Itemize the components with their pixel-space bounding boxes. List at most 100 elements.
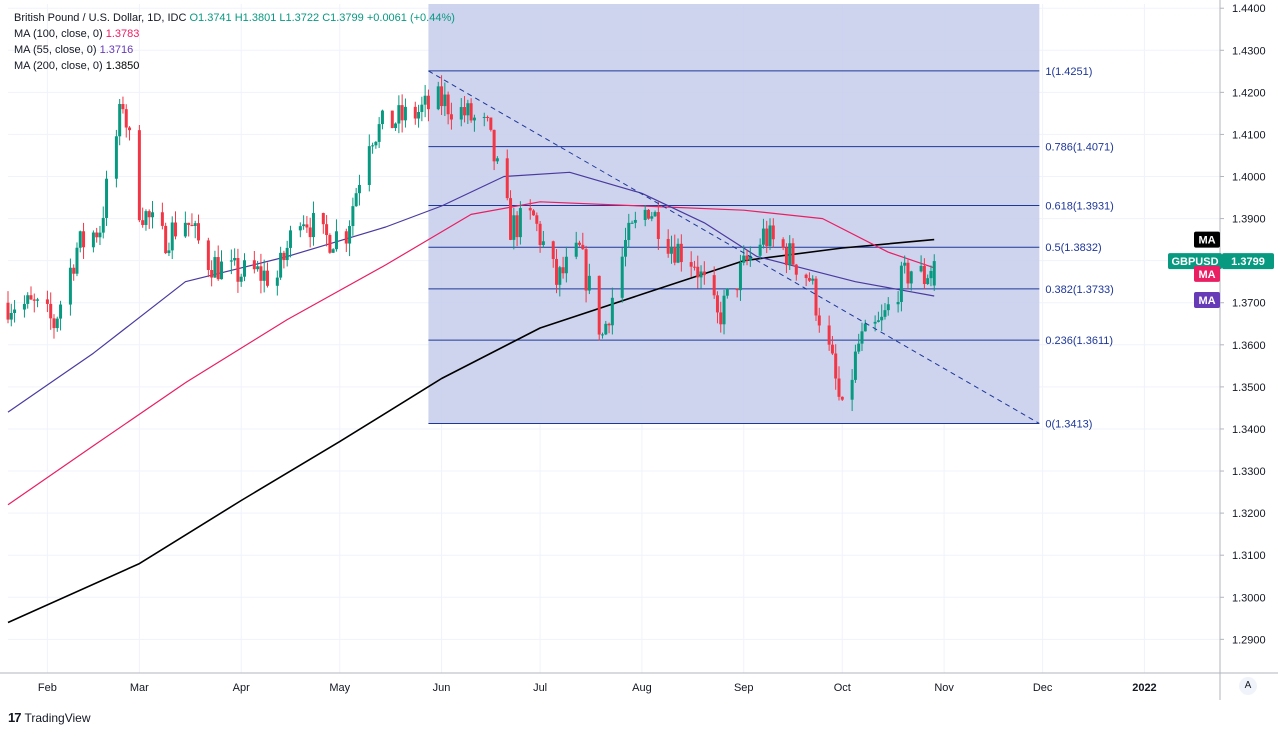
badge-bg-2	[1222, 253, 1274, 270]
candle-body	[183, 222, 187, 237]
candle-body	[555, 259, 559, 285]
y-tick-label-10: 1.3400	[1232, 424, 1266, 436]
candle-body	[804, 274, 808, 279]
badge-label-1: GBPUSD	[1171, 256, 1218, 268]
candle-body	[528, 208, 532, 211]
candle-body	[873, 321, 877, 324]
candle-body	[91, 232, 95, 248]
candle-body	[551, 241, 555, 260]
auto-scale-button[interactable]: A	[1239, 677, 1257, 695]
axes: 1.4400 1.4300 1.4200 1.4100 1.4000 1.3900 1.38…	[0, 0, 1278, 700]
fib-level-label-2: 0.618(1.3931)	[1045, 201, 1114, 213]
legend-ma200-row[interactable]: MA (200, close, 0) 1.3850	[14, 58, 455, 74]
candle-body	[837, 378, 841, 397]
candle-body	[29, 295, 33, 300]
candle-body	[601, 334, 605, 336]
candle-body	[325, 224, 329, 236]
candle-body	[653, 212, 657, 217]
y-tick-label-3: 1.4100	[1232, 129, 1266, 141]
candle-body	[351, 206, 355, 227]
candle-body	[423, 95, 427, 105]
candle-body	[288, 230, 292, 248]
legend-ma55-row[interactable]: MA (55, close, 0) 1.3716	[14, 42, 455, 58]
candle-body	[715, 295, 719, 313]
x-tick-label-6: Aug	[632, 682, 652, 694]
candle-body	[561, 267, 565, 274]
candle-body	[22, 303, 26, 310]
y-tick-label-9: 1.3500	[1232, 382, 1266, 394]
tradingview-logo-icon[interactable]: 17	[8, 710, 22, 725]
candle-body	[574, 242, 578, 257]
candle-body	[374, 141, 378, 146]
candle-body	[380, 110, 384, 125]
candle-body	[535, 215, 539, 224]
candle-body	[371, 145, 375, 147]
candle-body	[765, 228, 769, 247]
candle-body	[607, 323, 611, 326]
candle-body	[256, 266, 260, 270]
candle-body	[334, 231, 338, 250]
candle-body	[926, 278, 930, 285]
candle-body	[482, 116, 486, 118]
x-tick-label-4: Jun	[433, 682, 451, 694]
candle-body	[440, 86, 444, 107]
candle-body	[518, 208, 522, 238]
candle-body	[883, 310, 887, 317]
candle-body	[377, 124, 381, 142]
candle-body	[811, 278, 815, 281]
candle-body	[357, 184, 361, 194]
candle-body	[735, 288, 739, 291]
y-tick-label-8: 1.3600	[1232, 340, 1266, 352]
y-tick-label-11: 1.3300	[1232, 466, 1266, 478]
candle-body	[919, 265, 923, 272]
candle-body	[229, 260, 233, 262]
candle-body	[486, 116, 490, 118]
candle-body	[394, 123, 398, 129]
ma100-line	[7, 201, 935, 506]
candle-body	[49, 303, 53, 319]
candle-body	[906, 262, 910, 284]
candle-body	[929, 270, 933, 279]
y-tick-label-1: 1.4300	[1232, 45, 1266, 57]
candle-body	[505, 158, 509, 199]
candle-body	[331, 249, 335, 253]
legend-ohlc: O1.3741 H1.3801 L1.3722 C1.3799	[189, 12, 364, 24]
candle-body	[72, 267, 76, 274]
trend-line[interactable]	[428, 70, 1040, 424]
candle-body	[768, 225, 772, 247]
candle-body	[830, 344, 834, 354]
candle-body	[75, 247, 79, 274]
badge-bg-4	[1194, 292, 1220, 309]
candle-body	[863, 323, 867, 332]
candle-body	[59, 304, 63, 319]
candle-body	[141, 220, 145, 225]
candle-body	[52, 318, 56, 329]
candle-body	[114, 136, 118, 179]
candle-body	[679, 243, 683, 263]
candle-body	[492, 129, 496, 162]
candle-body	[118, 104, 122, 137]
legend-title: British Pound / U.S. Dollar, 1D, IDC	[14, 12, 187, 24]
tradingview-brand[interactable]: TradingView	[24, 710, 91, 725]
candle-body	[633, 219, 637, 223]
candle-body	[689, 262, 693, 267]
candle-body	[807, 278, 811, 281]
candle-body	[170, 222, 174, 251]
candle-body	[436, 86, 440, 110]
candle-body	[193, 223, 197, 226]
candle-body	[840, 396, 844, 400]
legend-ma100-row[interactable]: MA (100, close, 0) 1.3783	[14, 26, 455, 42]
legend-ma100-value: 1.3783	[105, 28, 140, 40]
candle-body	[354, 193, 358, 207]
candle-body	[597, 275, 601, 335]
legend-ma200-value: 1.3850	[105, 60, 140, 72]
candle-body	[469, 103, 473, 121]
candle-body	[909, 271, 913, 284]
fibonacci-retracement[interactable]: 1(1.4251) 0.786(1.4071) 0.618(1.3931) 0.5(1…	[428, 4, 1114, 430]
x-tick-label-2: Apr	[233, 682, 250, 694]
badge-bg-0	[1194, 231, 1220, 248]
candle-body	[239, 276, 243, 282]
candle-body	[151, 212, 155, 218]
